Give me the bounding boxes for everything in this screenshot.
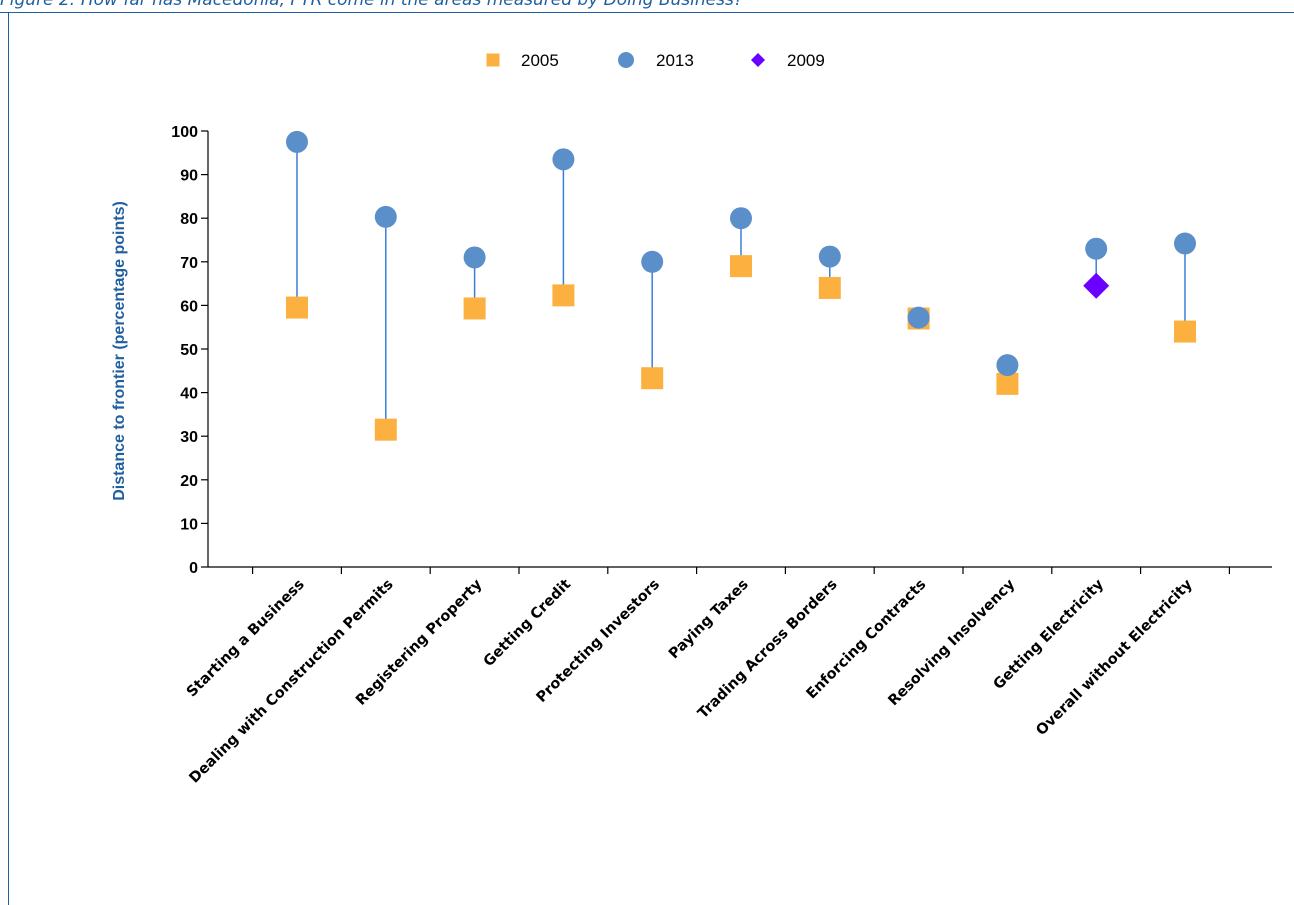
marker-2005 bbox=[552, 284, 575, 307]
marker-2013 bbox=[641, 250, 664, 273]
marker-2013 bbox=[730, 207, 752, 230]
y-tick-label: 60 bbox=[180, 298, 198, 315]
marker-2005 bbox=[818, 276, 841, 299]
y-tick-label: 90 bbox=[180, 168, 198, 185]
figure-caption: Figure 2: How far has Macedonia, FYR com… bbox=[0, 0, 743, 10]
figure-caption-bar: Figure 2: How far has Macedonia, FYR com… bbox=[0, 0, 1294, 13]
marker-2013 bbox=[1174, 232, 1196, 255]
marker-2005 bbox=[996, 372, 1019, 395]
markers bbox=[286, 130, 1196, 441]
marker-2013 bbox=[996, 354, 1019, 377]
marker-2005 bbox=[1174, 320, 1196, 343]
marker-2005 bbox=[463, 297, 486, 320]
marker-2013 bbox=[1085, 237, 1108, 260]
y-tick-label: 100 bbox=[171, 124, 198, 141]
legend-label-2009: 2009 bbox=[787, 51, 825, 70]
marker-2013 bbox=[463, 246, 486, 269]
legend: 2005 2013 2009 bbox=[486, 51, 825, 70]
x-tick-label: Paying Taxes bbox=[666, 577, 752, 663]
y-tick-label: 0 bbox=[189, 560, 198, 577]
marker-2005 bbox=[730, 255, 752, 278]
y-axis-label: Distance to frontier (percentage points) bbox=[111, 201, 128, 501]
axes: 0 10 20 30 40 50 60 70 80 90 100 bbox=[171, 124, 1272, 577]
marker-2013 bbox=[818, 245, 841, 268]
y-tick-label: 30 bbox=[180, 429, 198, 446]
marker-2013 bbox=[286, 130, 308, 153]
marker-2013 bbox=[907, 306, 930, 329]
x-tick-label: Overall without Electricity bbox=[1033, 576, 1196, 739]
legend-label-2005: 2005 bbox=[521, 51, 559, 70]
y-tick-label: 70 bbox=[180, 255, 198, 272]
legend-marker-2009 bbox=[751, 53, 765, 67]
marker-2005 bbox=[286, 296, 308, 319]
marker-2005 bbox=[374, 418, 397, 441]
legend-label-2013: 2013 bbox=[656, 51, 694, 70]
marker-2013 bbox=[374, 205, 397, 228]
legend-marker-2013 bbox=[618, 52, 634, 68]
x-tick-label: Dealing with Construction Permits bbox=[187, 577, 397, 787]
marker-2009 bbox=[1083, 272, 1110, 299]
x-tick-label: Getting Credit bbox=[481, 576, 575, 670]
y-tick-label: 50 bbox=[180, 342, 198, 359]
legend-marker-2005 bbox=[486, 53, 500, 67]
y-tick-label: 80 bbox=[180, 211, 198, 228]
x-tick-label: Trading Across Borders bbox=[695, 577, 840, 722]
marker-2013 bbox=[552, 148, 575, 171]
y-tick-label: 10 bbox=[180, 516, 198, 533]
connectors bbox=[296, 141, 1186, 430]
y-tick-label: 40 bbox=[180, 386, 198, 403]
chart-frame bbox=[8, 13, 1294, 905]
y-tick-label: 20 bbox=[180, 473, 198, 490]
marker-2005 bbox=[641, 367, 664, 390]
